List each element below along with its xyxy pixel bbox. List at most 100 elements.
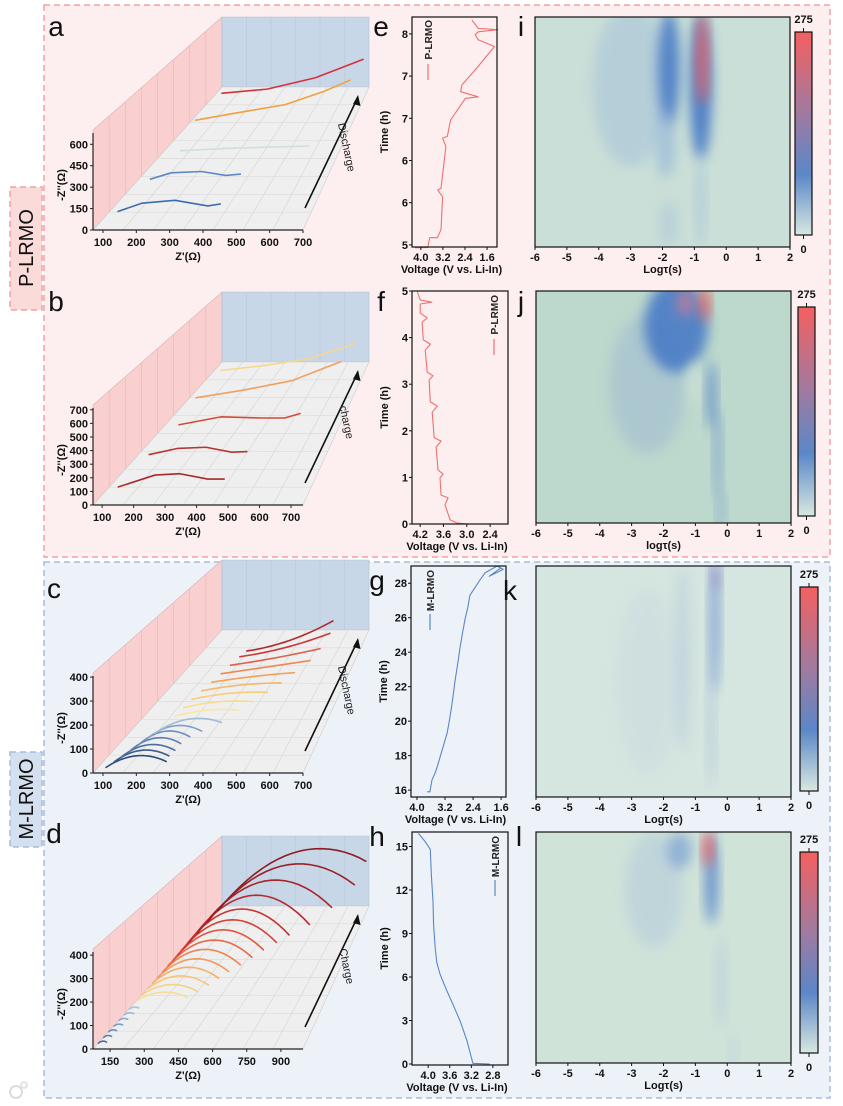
y-tick-label: 20 [395, 716, 407, 728]
p-lrmo-label: P-LRMO [16, 209, 38, 287]
x-tick-label: 4.0 [409, 802, 424, 814]
colorbar [797, 306, 816, 517]
y-tick-label: 8 [402, 29, 408, 41]
y-axis-label: -Z''(Ω) [56, 712, 68, 744]
arrow-head-icon [353, 914, 361, 925]
impedance-curve [246, 619, 334, 652]
x-tick-label: 1.6 [493, 802, 508, 814]
impedance-curve [182, 700, 254, 709]
y-tick-label: 600 [70, 139, 88, 151]
x-tick-label: 700 [294, 237, 312, 249]
x-tick-label: 400 [194, 237, 212, 249]
impedance-curve [178, 412, 301, 426]
x-tick-label: 3.2 [435, 252, 450, 264]
y-axis-label: Time (h) [379, 927, 391, 970]
x-tick-label: -2 [659, 528, 669, 540]
x-tick-label: 100 [93, 512, 111, 524]
impedance-curve [194, 79, 351, 122]
x-tick-label: -4 [595, 1068, 606, 1080]
y-tick-label: 150 [70, 204, 88, 216]
y-tick-label: 3 [402, 1015, 408, 1027]
x-tick-label: 1 [755, 252, 761, 264]
y-tick-label: 100 [70, 744, 88, 756]
x-tick-label: 400 [194, 780, 212, 792]
x-axis-label: Z'(Ω) [175, 251, 201, 263]
y-tick-label: 5 [402, 286, 408, 298]
x-tick-label: 3.2 [437, 802, 452, 814]
y-tick-label: 5 [402, 240, 408, 252]
heatmap-peak [703, 832, 713, 867]
voltage-curve [416, 290, 468, 525]
impedance-curve [201, 682, 282, 692]
x-tick-label: 2.4 [457, 252, 473, 264]
heatmap-field [536, 291, 791, 523]
impedance-curve [107, 1029, 118, 1033]
impedance-curve [179, 145, 310, 152]
impedance-curve [112, 1023, 124, 1028]
arrow-head-icon [353, 370, 361, 381]
heatmap-peak [644, 291, 709, 373]
x-tick-label: -6 [531, 1068, 541, 1080]
heatmap-peak [712, 566, 720, 592]
impedance-curve [97, 1040, 108, 1045]
heatmap-peak [615, 589, 680, 774]
x-tick-label: 200 [127, 780, 145, 792]
colorbar-max-label: 275 [800, 834, 818, 846]
heatmap-peak [696, 17, 709, 105]
y-tick-label: 300 [70, 696, 88, 708]
impedance-curve [136, 991, 189, 1002]
panel-letter-g: g [369, 565, 385, 596]
impedance-curve [118, 1017, 129, 1022]
arrow-head-icon [353, 95, 361, 106]
x-tick-label: 2.4 [482, 529, 498, 541]
direction-arrow [304, 96, 359, 209]
heatmap-peak [700, 291, 710, 322]
heatmap-peak [717, 488, 725, 523]
x-tick-label: -2 [659, 1068, 669, 1080]
x-tick-label: 0 [723, 252, 729, 264]
plot-frame [411, 16, 498, 248]
impedance-curve [221, 58, 365, 95]
nyquist-3d-plot-d: 0 100 200 300 400 150 300 450 600 750 900 Z'(Ω) -Z''… [56, 835, 370, 1082]
heatmap-field [536, 832, 791, 1063]
y-tick-label: 400 [70, 672, 88, 684]
y-tick-label: 400 [70, 446, 88, 458]
y-tick-label: 200 [70, 720, 88, 732]
m-lrmo-label: M-LRMO [16, 758, 38, 839]
x-tick-label: 500 [227, 237, 245, 249]
y-tick-label: 300 [70, 459, 88, 471]
x-tick-label: -4 [595, 802, 606, 814]
y-tick-label: 0 [402, 1059, 408, 1071]
x-tick-label: 500 [219, 512, 237, 524]
y-axis-label: -Z''(Ω) [56, 988, 68, 1020]
colorbar-min-label: 0 [806, 1062, 812, 1074]
heatmap-peak [716, 935, 726, 1029]
voltage-time-plot-e: 4.0 3.2 2.4 1.6 5 6 6 7 7 8 Voltage (V vs. Li-In) T… [379, 16, 502, 276]
impedance-curve [210, 671, 296, 684]
voltage-curve [427, 565, 504, 793]
y-tick-label: 450 [70, 161, 88, 173]
x-tick-label: 2.8 [485, 1070, 500, 1082]
x-tick-label: 300 [160, 780, 178, 792]
x-tick-label: 700 [294, 780, 312, 792]
direction-arrow [304, 371, 359, 484]
impedance-curve [153, 717, 223, 735]
x-tick-label: 400 [187, 512, 205, 524]
impedance-curve [148, 446, 248, 456]
x-tick-label: -6 [530, 252, 540, 264]
x-tick-label: 3.6 [442, 1070, 457, 1082]
legend-label: P-LRMO [424, 20, 435, 60]
x-tick-label: 4.0 [413, 252, 428, 264]
drt-heatmap-k: -6 -5 -4 -3 -2 -1 0 1 2 Logτ(s) 275 0 [531, 565, 819, 826]
heatmap-peak [657, 17, 681, 126]
panel-letter-f: f [377, 286, 385, 317]
panel-letter-b: b [48, 286, 64, 317]
colorbar [799, 851, 819, 1054]
voltage-curve [418, 833, 490, 1065]
x-tick-label: 4.0 [421, 1070, 436, 1082]
x-tick-label: -1 [690, 1068, 700, 1080]
y-tick-label: 16 [395, 785, 407, 797]
x-tick-label: 300 [156, 512, 174, 524]
x-tick-label: 700 [282, 512, 300, 524]
x-tick-label: -1 [689, 252, 699, 264]
